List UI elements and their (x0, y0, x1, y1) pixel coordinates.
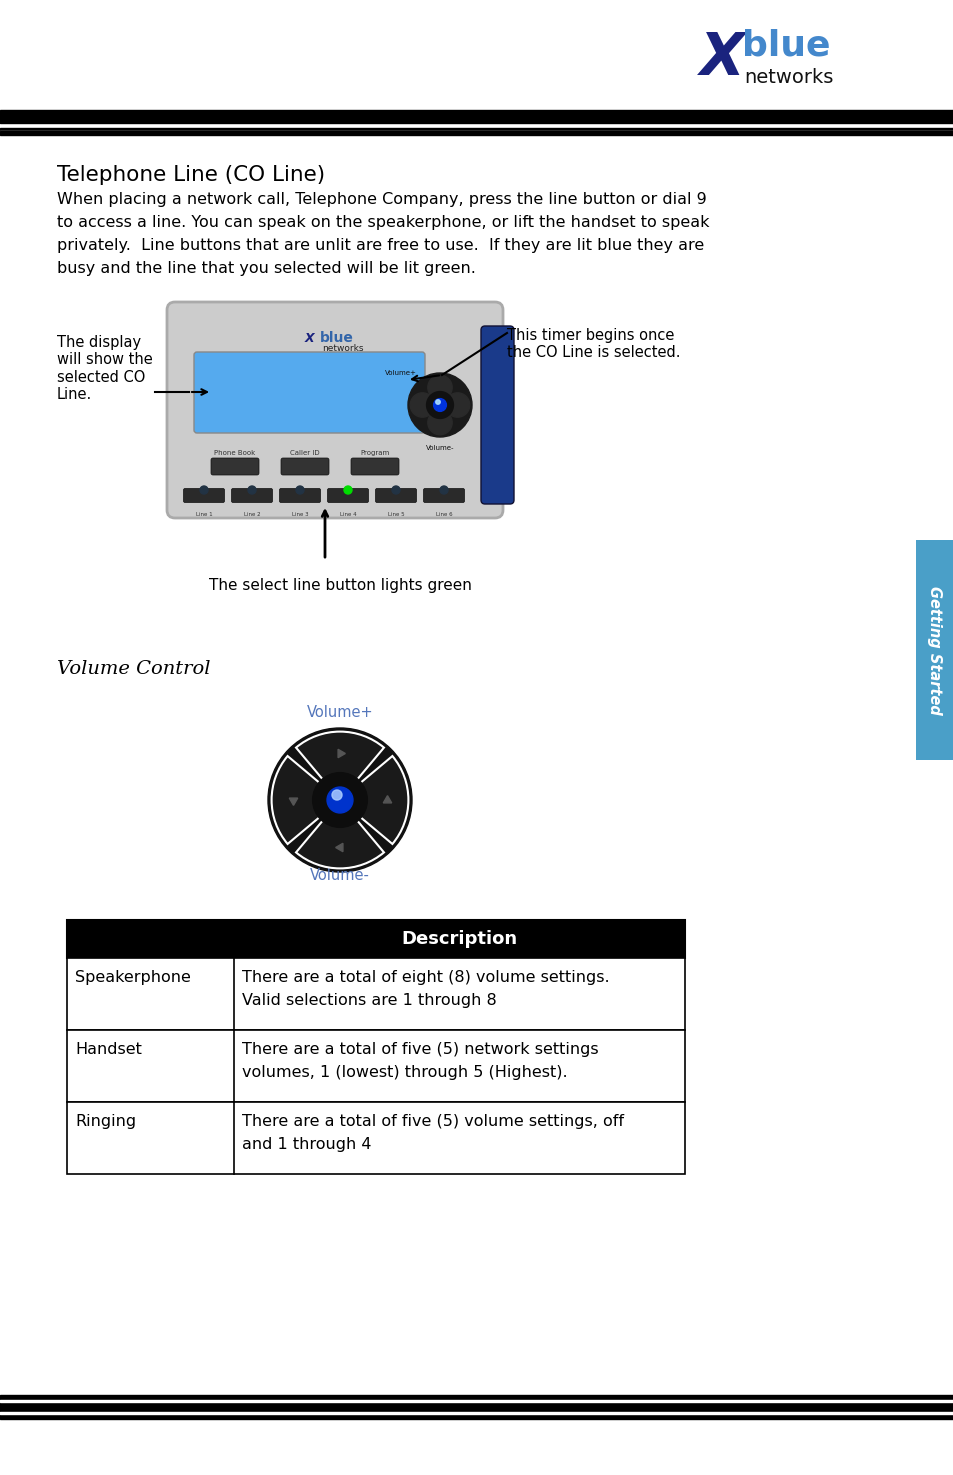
Bar (0, 1400, 953, 1403)
FancyBboxPatch shape (375, 488, 416, 503)
Text: Line 5: Line 5 (387, 512, 404, 518)
Circle shape (410, 392, 435, 417)
Text: There are a total of five (5) network settings: There are a total of five (5) network se… (242, 1041, 598, 1058)
Bar (0, 119, 953, 121)
Bar (0, 128, 953, 130)
Circle shape (295, 485, 304, 494)
Circle shape (332, 791, 342, 799)
Bar (0, 131, 953, 136)
Circle shape (327, 788, 353, 813)
Text: X: X (305, 332, 314, 345)
Text: Volume-: Volume- (425, 445, 454, 451)
FancyBboxPatch shape (167, 302, 502, 518)
Bar (67, 920, 684, 957)
FancyBboxPatch shape (281, 459, 329, 475)
Circle shape (268, 729, 412, 872)
Wedge shape (339, 757, 408, 844)
Text: Getting Started: Getting Started (926, 586, 942, 714)
Text: to access a line. You can speak on the speakerphone, or lift the handset to spea: to access a line. You can speak on the s… (57, 215, 709, 230)
Text: busy and the line that you selected will be lit green.: busy and the line that you selected will… (57, 261, 476, 276)
Circle shape (434, 398, 446, 412)
FancyBboxPatch shape (211, 459, 258, 475)
Text: There are a total of eight (8) volume settings.: There are a total of eight (8) volume se… (242, 971, 609, 985)
Text: Volume+: Volume+ (306, 705, 373, 720)
Bar (0, 131, 953, 133)
Text: volumes, 1 (lowest) through 5 (Highest).: volumes, 1 (lowest) through 5 (Highest). (242, 1065, 567, 1080)
Text: Handset: Handset (75, 1041, 142, 1058)
Bar (0, 1395, 953, 1398)
FancyBboxPatch shape (480, 326, 514, 504)
Bar (0, 114, 953, 122)
Text: Description: Description (400, 931, 517, 948)
Bar (0, 115, 953, 122)
Circle shape (427, 375, 452, 400)
Text: Line 1: Line 1 (195, 512, 213, 518)
Text: and 1 through 4: and 1 through 4 (242, 1137, 371, 1152)
Bar (915, 540, 953, 760)
Text: There are a total of five (5) volume settings, off: There are a total of five (5) volume set… (242, 1114, 623, 1128)
Text: When placing a network call, Telephone Company, press the line button or dial 9: When placing a network call, Telephone C… (57, 192, 706, 206)
Text: Valid selections are 1 through 8: Valid selections are 1 through 8 (242, 993, 497, 1007)
Text: Volume+: Volume+ (385, 370, 416, 376)
Circle shape (344, 485, 352, 494)
Bar (0, 1412, 953, 1415)
Text: Speakerphone: Speakerphone (75, 971, 191, 985)
Bar (0, 112, 953, 114)
Text: networks: networks (743, 68, 833, 87)
Circle shape (248, 485, 255, 494)
Bar (67, 1030, 684, 1102)
Circle shape (313, 773, 367, 827)
Bar (0, 0, 953, 115)
Text: Volume Control: Volume Control (57, 659, 211, 679)
Text: Volume-: Volume- (310, 867, 370, 884)
Text: The select line button lights green: The select line button lights green (209, 578, 471, 593)
Circle shape (436, 400, 439, 404)
Wedge shape (295, 732, 383, 799)
FancyBboxPatch shape (193, 353, 424, 434)
Text: This timer begins once
the CO Line is selected.: This timer begins once the CO Line is se… (506, 327, 679, 360)
Text: Line 4: Line 4 (339, 512, 355, 518)
Bar (67, 957, 684, 1030)
Circle shape (392, 485, 399, 494)
Text: Program: Program (360, 450, 389, 456)
Text: Telephone Line (CO Line): Telephone Line (CO Line) (57, 165, 325, 184)
Circle shape (427, 410, 452, 435)
FancyBboxPatch shape (351, 459, 398, 475)
Text: blue: blue (319, 330, 354, 345)
Bar (0, 1415, 953, 1419)
Text: Line 6: Line 6 (436, 512, 452, 518)
Circle shape (445, 392, 469, 417)
FancyBboxPatch shape (279, 488, 320, 503)
FancyBboxPatch shape (183, 488, 224, 503)
FancyBboxPatch shape (327, 488, 368, 503)
Wedge shape (272, 757, 339, 844)
Bar (67, 1102, 684, 1174)
Bar (0, 111, 953, 115)
Text: Phone Book: Phone Book (214, 450, 255, 456)
FancyBboxPatch shape (423, 488, 464, 503)
Text: Ringing: Ringing (75, 1114, 136, 1128)
Circle shape (408, 373, 472, 437)
Bar (0, 1401, 953, 1412)
Text: Line 2: Line 2 (243, 512, 260, 518)
Text: Line 3: Line 3 (292, 512, 308, 518)
Circle shape (439, 485, 448, 494)
FancyBboxPatch shape (232, 488, 273, 503)
Text: blue: blue (741, 28, 830, 62)
Text: privately.  Line buttons that are unlit are free to use.  If they are lit blue t: privately. Line buttons that are unlit a… (57, 237, 703, 254)
Text: Caller ID: Caller ID (290, 450, 319, 456)
Text: The display
will show the
selected CO
Line.: The display will show the selected CO Li… (57, 335, 152, 403)
Circle shape (200, 485, 208, 494)
Text: networks: networks (322, 344, 363, 353)
Wedge shape (295, 799, 383, 869)
Text: X: X (700, 30, 744, 87)
Circle shape (426, 391, 453, 419)
